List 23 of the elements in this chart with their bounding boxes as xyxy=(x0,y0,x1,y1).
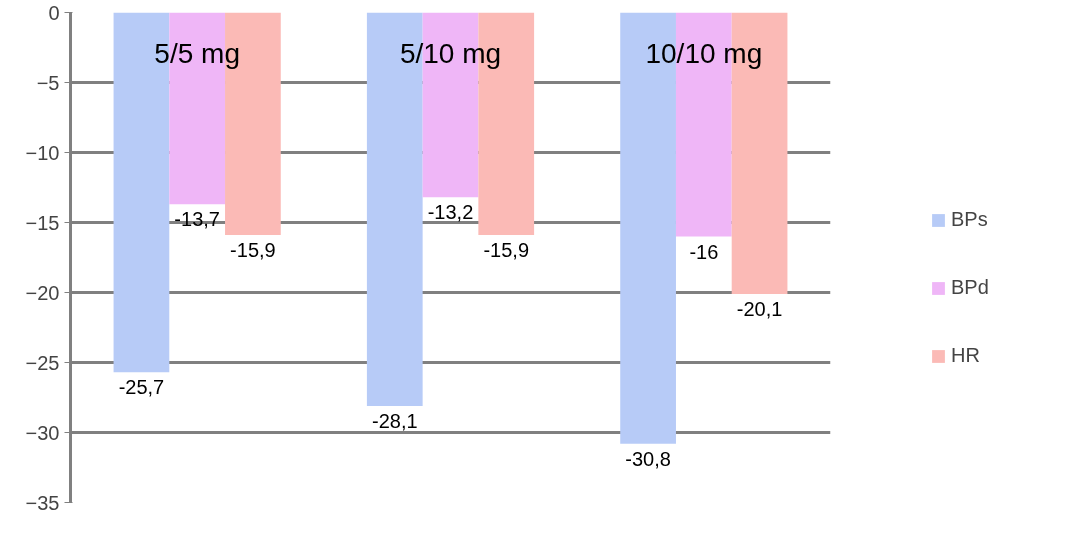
data-label: -16 xyxy=(689,240,719,263)
y-tick-label: −25 xyxy=(25,351,60,374)
y-tick-label: −30 xyxy=(25,421,60,444)
x-tick-label: 10/10 mg xyxy=(645,37,763,69)
y-tick-label: −15 xyxy=(25,211,60,234)
x-tick-label: 5/5 mg xyxy=(154,37,240,69)
data-label: -15,9 xyxy=(483,239,530,262)
y-tick-label: −35 xyxy=(25,491,60,514)
data-label: -13,7 xyxy=(174,208,220,231)
data-label: -15,9 xyxy=(230,239,276,262)
legend-label: BPd xyxy=(951,276,989,299)
y-tick-label: −5 xyxy=(36,71,60,94)
y-tick-label: −20 xyxy=(25,281,60,304)
data-label: -25,7 xyxy=(118,376,165,399)
data-label: -30,8 xyxy=(625,447,671,470)
legend-label: BPs xyxy=(951,208,988,231)
data-label: -28,1 xyxy=(371,409,418,432)
y-tick-label: 0 xyxy=(48,1,60,24)
data-label: -13,2 xyxy=(427,201,474,224)
data-label: -20,1 xyxy=(736,297,783,320)
x-tick-label: 5/10 mg xyxy=(399,37,502,69)
y-tick-label: −10 xyxy=(25,141,60,164)
legend-label: HR xyxy=(951,344,980,367)
